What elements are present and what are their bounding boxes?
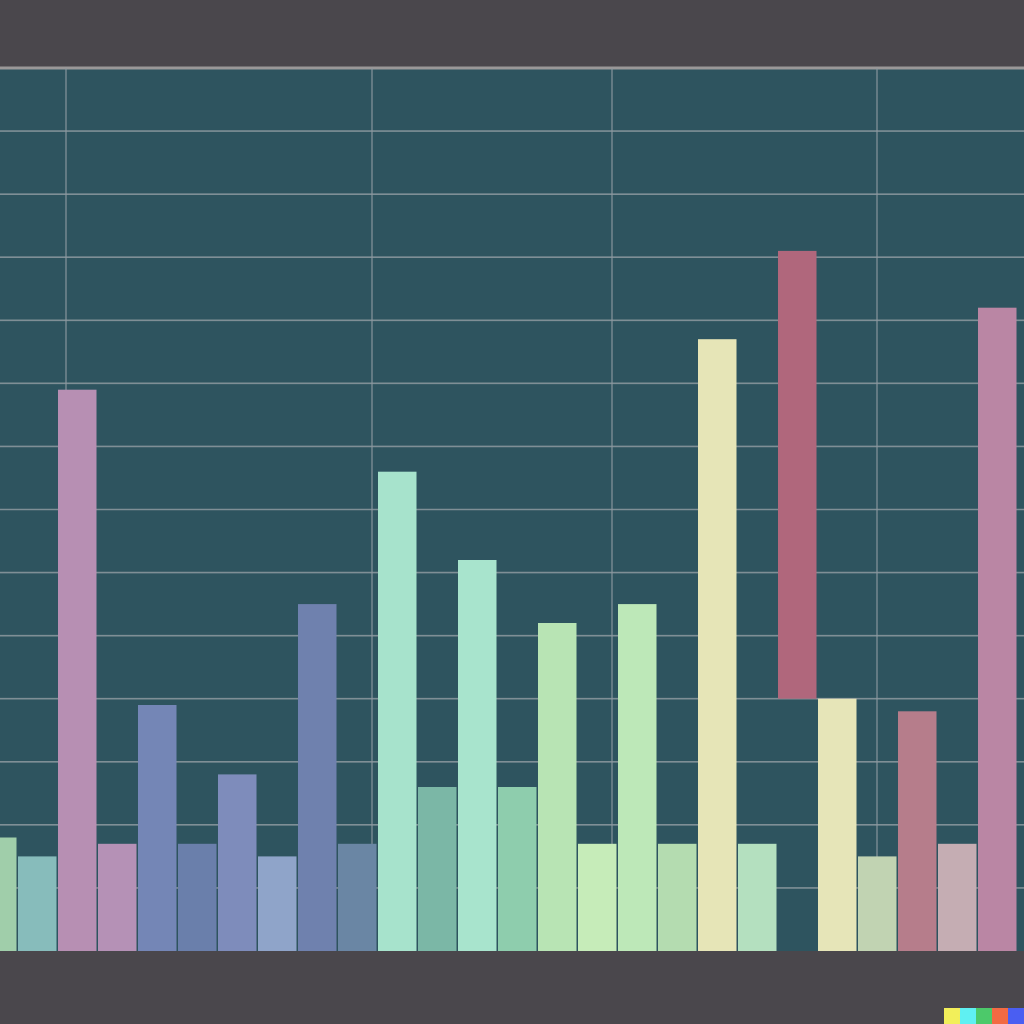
bar [578, 843, 617, 951]
bar [658, 843, 697, 951]
bar [58, 389, 97, 951]
bar [258, 856, 297, 951]
watermark-swatch [960, 1008, 976, 1024]
bar [458, 560, 497, 951]
color-swatch-watermark [944, 1008, 1024, 1024]
bar [98, 843, 137, 951]
bar [778, 250, 817, 699]
bar [698, 339, 737, 951]
bar [418, 787, 457, 951]
bar [978, 307, 1017, 951]
watermark-swatch [992, 1008, 1008, 1024]
watermark-swatch [944, 1008, 960, 1024]
bar [618, 604, 657, 951]
bar [218, 774, 257, 951]
bar [0, 837, 17, 951]
bar [338, 843, 377, 951]
watermark-swatch [976, 1008, 992, 1024]
bar [538, 623, 577, 951]
bar [178, 843, 217, 951]
watermark-swatch [1008, 1008, 1024, 1024]
bar [498, 787, 537, 951]
bar [938, 843, 977, 951]
bar [858, 856, 897, 951]
bar [898, 711, 937, 951]
bar [18, 856, 57, 951]
bar [738, 843, 777, 951]
bar-series [0, 250, 1017, 951]
bar [138, 705, 177, 951]
bar [818, 698, 857, 951]
bar [378, 471, 417, 951]
bar [298, 604, 337, 951]
